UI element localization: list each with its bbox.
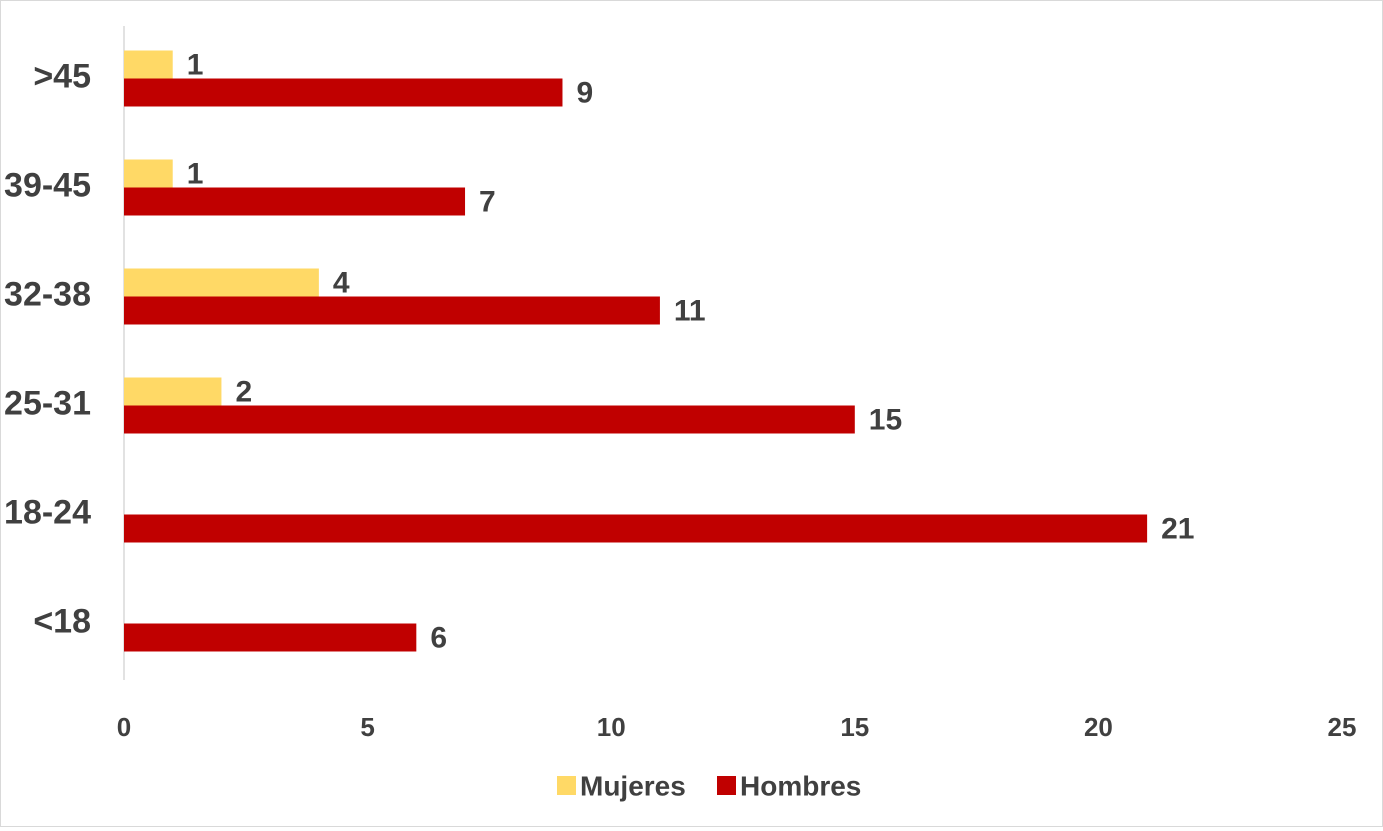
category-label: 32-38 <box>4 275 91 313</box>
bars-layer <box>124 50 1148 652</box>
legend-swatch <box>557 776 576 795</box>
data-label: 9 <box>576 76 593 109</box>
legend-label: Mujeres <box>580 770 686 801</box>
data-label: 15 <box>869 403 902 436</box>
data-label: 6 <box>430 621 447 654</box>
category-label: <18 <box>33 602 91 640</box>
data-label: 11 <box>674 294 706 327</box>
bar-hombres <box>124 296 660 325</box>
bar-mujeres <box>124 268 319 297</box>
data-label: 21 <box>1161 512 1194 545</box>
bar-hombres <box>124 405 855 434</box>
axis-layer: 0 5 10 15 20 25 >45 39-45 32-38 25-31 18-24 <18 <box>4 26 1356 742</box>
x-tick-label: 0 <box>117 712 131 742</box>
legend-swatch <box>717 776 736 795</box>
bar-mujeres <box>124 159 173 188</box>
legend-label: Hombres <box>740 770 861 801</box>
legend: Mujeres Hombres <box>557 770 861 801</box>
x-tick-label: 5 <box>360 712 374 742</box>
category-label: >45 <box>33 57 91 95</box>
bar-mujeres <box>124 50 173 79</box>
data-label: 4 <box>333 266 350 299</box>
category-label: 25-31 <box>4 384 91 422</box>
bar-hombres <box>124 78 563 107</box>
data-label: 2 <box>235 375 252 408</box>
bar-hombres <box>124 623 417 652</box>
category-label: 39-45 <box>4 166 91 204</box>
data-label: 1 <box>187 157 204 190</box>
bar-hombres <box>124 514 1148 543</box>
data-label: 1 <box>187 48 204 81</box>
bar-mujeres <box>124 377 222 406</box>
x-tick-label: 10 <box>597 712 626 742</box>
category-label: 18-24 <box>4 493 91 531</box>
data-label: 7 <box>479 185 496 218</box>
x-tick-label: 25 <box>1328 712 1357 742</box>
x-tick-label: 15 <box>840 712 869 742</box>
bar-hombres <box>124 187 466 216</box>
x-tick-label: 20 <box>1084 712 1113 742</box>
